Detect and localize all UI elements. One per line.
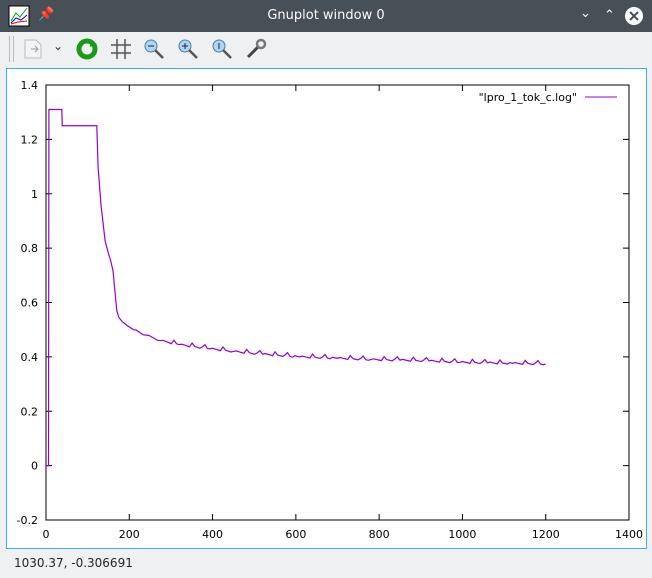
x-tick-label: 0 xyxy=(43,528,50,541)
x-tick-label: 400 xyxy=(202,528,223,541)
x-tick-label: 600 xyxy=(285,528,306,541)
y-tick-label: 0.4 xyxy=(21,351,39,364)
zoom-in-icon[interactable] xyxy=(177,38,199,60)
y-tick-label: 1.4 xyxy=(21,79,39,92)
toolbar: ⌄ xyxy=(0,32,652,66)
plot-area[interactable]: 0 200 400 600 800 1000 1200 1400 -0.2 0 0.2 0.4 0.6 0… xyxy=(6,68,647,549)
zoom-reset-icon[interactable] xyxy=(211,38,233,60)
zoom-out-icon[interactable] xyxy=(143,38,165,60)
x-tick-label: 200 xyxy=(119,528,140,541)
close-icon[interactable] xyxy=(624,6,644,26)
replot-icon[interactable] xyxy=(76,38,98,60)
y-tick-label: 1.2 xyxy=(21,133,39,146)
status-coordinates: 1030.37, -0.306691 xyxy=(14,556,133,570)
y-tick-label: -0.2 xyxy=(17,514,38,527)
window-title: Gnuplot window 0 xyxy=(267,8,385,23)
legend-label: "lpro_1_tok_c.log" xyxy=(479,91,577,104)
gnuplot-app-icon xyxy=(8,5,30,27)
dropdown-icon[interactable]: ⌄ xyxy=(53,39,64,53)
export-icon[interactable] xyxy=(22,38,44,60)
y-tick-label: 0.6 xyxy=(21,297,39,310)
pin-icon[interactable]: 📌 xyxy=(38,7,55,22)
toolbar-handle[interactable] xyxy=(9,36,14,62)
plot-border xyxy=(45,84,630,521)
minimize-icon[interactable]: ⌄ xyxy=(580,6,591,21)
maximize-icon[interactable]: ⌃ xyxy=(604,8,615,23)
x-tick-label: 1400 xyxy=(615,528,643,541)
grid-icon[interactable] xyxy=(110,38,132,60)
x-tick-label: 1200 xyxy=(532,528,560,541)
series-line xyxy=(46,108,546,467)
y-tick-label: 0.2 xyxy=(21,405,39,418)
y-tick-label: 0.8 xyxy=(21,242,39,255)
x-tick-label: 800 xyxy=(369,528,390,541)
x-tick-label: 1000 xyxy=(448,528,476,541)
chart[interactable]: 0 200 400 600 800 1000 1200 1400 -0.2 0 0.2 0.4 0.6 0… xyxy=(7,69,646,548)
y-tick-label: 0 xyxy=(31,460,38,473)
y-tick-label: 1 xyxy=(31,188,38,201)
settings-icon[interactable] xyxy=(245,38,267,60)
title-bar: 📌 Gnuplot window 0 ⌄ ⌃ xyxy=(0,0,652,32)
